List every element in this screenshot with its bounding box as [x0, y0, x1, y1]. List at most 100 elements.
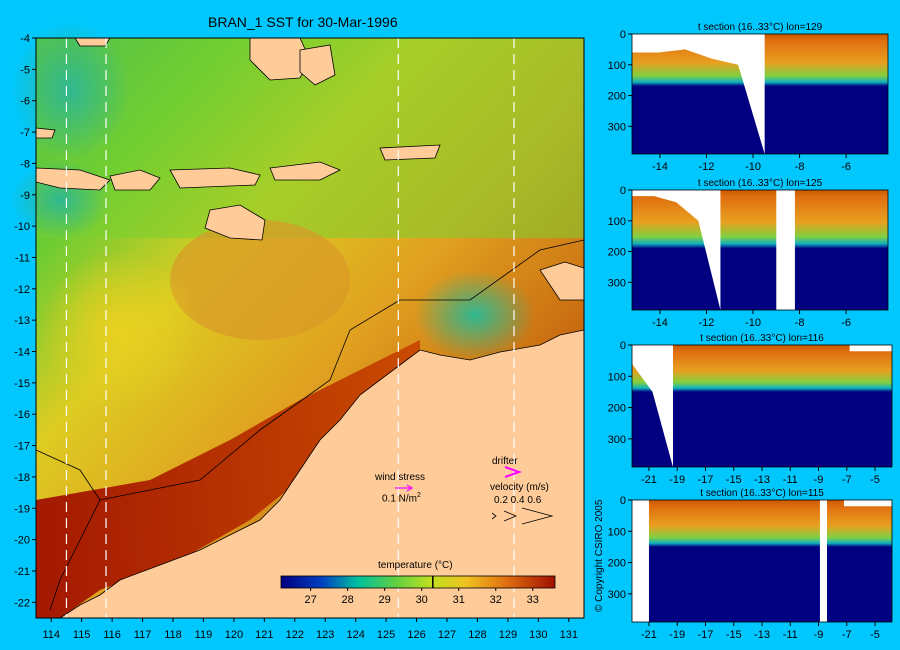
section-x-tick-label: -12 [699, 161, 715, 173]
section-x-tick-label: -8 [795, 161, 805, 173]
isobath-contour [35, 239, 585, 611]
section-land-mask [632, 190, 721, 310]
map-y-tick-label: -17 [14, 441, 30, 453]
section-y-tick-label: 300 [608, 277, 626, 289]
wind-stress-scale: 0.1 N/m2 [382, 492, 421, 505]
section-x-tick-label: -11 [783, 474, 798, 486]
section-x-tick-label: -13 [754, 629, 770, 641]
section-y-tick-label: 200 [608, 403, 626, 415]
drifter-label: drifter [492, 456, 518, 467]
section-land-mask [849, 345, 892, 352]
map-x-tick-label: 127 [438, 629, 456, 641]
section-y-tick-label: 0 [620, 340, 626, 352]
map-y-tick-label: -6 [20, 96, 30, 108]
map-y-tick-label: -4 [20, 33, 30, 45]
map-x-tick-label: 129 [499, 629, 517, 641]
map-y-tick-label: -13 [14, 315, 30, 327]
section-x-tick-label: -12 [699, 317, 715, 329]
section-land-mask [819, 500, 827, 622]
section-y-tick-label: 300 [608, 434, 626, 446]
colorbar-title: temperature (°C) [378, 560, 453, 571]
map-y-tick-label: -11 [15, 252, 30, 264]
map-x-tick-label: 130 [529, 629, 547, 641]
section-field [632, 345, 892, 467]
map-y-tick-label: -16 [14, 409, 30, 421]
map-x-tick-label: 126 [407, 629, 425, 641]
australia-land [58, 329, 585, 619]
map-y-tick-label: -7 [20, 127, 30, 139]
warm-coastal-band [36, 340, 420, 618]
map-x-tick-label: 118 [164, 629, 182, 641]
section-y-tick-label: 200 [608, 558, 626, 570]
wind-stress-arrow [395, 484, 414, 492]
section-x-tick-label: -19 [669, 629, 685, 641]
colorbar: 27 28 29 30 31 32 33 [280, 575, 556, 606]
section-field [632, 500, 892, 622]
wind-stress-label: wind stress [375, 472, 426, 483]
section-lines [65, 38, 515, 618]
velocity-scale: 0.2 0.4 0.6 [494, 495, 542, 506]
section-x-tick-label: -15 [726, 474, 742, 486]
section-y-tick-label: 300 [608, 589, 626, 601]
map-y-tick-label: -21 [14, 566, 30, 578]
section-x-tick-label: -17 [698, 474, 714, 486]
section-x-tick-label: -15 [726, 629, 742, 641]
section-title: t section (16..33°C) lon=129 [698, 22, 823, 33]
map-x-tick-label: 122 [286, 629, 304, 641]
map-y-tick-label: -8 [20, 158, 30, 170]
map-x-tick-label: 125 [377, 629, 395, 641]
drifter-icon [504, 466, 522, 478]
section-y-tick-label: 100 [608, 371, 626, 383]
map-x-tick-label: 123 [316, 629, 334, 641]
section-title: t section (16..33°C) lon=125 [698, 178, 823, 189]
section-x-tick-label: -5 [870, 474, 880, 486]
section-x-tick-label: -14 [652, 317, 668, 329]
section-y-tick-label: 200 [608, 91, 626, 103]
map-x-tick-label: 119 [195, 629, 213, 641]
section-x-tick-label: -8 [795, 317, 805, 329]
section-y-tick-label: 100 [608, 216, 626, 228]
section-y-tick-label: 200 [608, 247, 626, 259]
section-x-tick-label: -7 [842, 629, 852, 641]
sst-map: 114 115 116 117 118 119 120 121 122 123 124 125 126 1… [10, 20, 585, 641]
section-title: t section (16..33°C) lon=115 [700, 488, 824, 499]
section-panel: t section (16..33°C) lon=116 -21 -19 -17 -15… [608, 333, 893, 486]
map-y-tick-label: -20 [14, 535, 30, 547]
map-x-tick-label: 131 [560, 629, 578, 641]
section-y-tick-label: 100 [608, 60, 626, 72]
section-y-tick-label: 0 [620, 495, 626, 507]
section-x-tick-label: -7 [842, 474, 852, 486]
map-x-tick-label: 115 [73, 629, 91, 641]
map-y-tick-label: -5 [20, 64, 30, 76]
map-x-tick-label: 128 [468, 629, 486, 641]
section-title: t section (16..33°C) lon=116 [700, 333, 824, 344]
section-x-tick-label: -19 [669, 474, 685, 486]
map-y-axis: -4 -5 -6 -7 -8 -9 -10 -11 -12 -13 -14 -15 -16 -17 -18 -… [14, 33, 36, 609]
section-field [632, 190, 888, 310]
colorbar-tick-label: 27 [304, 594, 316, 606]
section-x-tick-label: -14 [652, 161, 668, 173]
map-x-tick-label: 114 [42, 629, 60, 641]
section-x-tick-label: -5 [870, 629, 880, 641]
section-x-tick-label: -13 [754, 474, 770, 486]
section-y-tick-label: 0 [620, 185, 626, 197]
map-y-tick-label: -14 [14, 347, 30, 359]
section-y-tick-label: 100 [608, 526, 626, 538]
section-panel: t section (16..33°C) lon=129 -14 -12 -10 -8 -… [608, 22, 889, 173]
section-x-tick-label: -11 [783, 629, 798, 641]
colorbar-tick-label: 32 [490, 594, 502, 606]
section-land-mask [632, 34, 765, 154]
section-x-tick-label: -10 [745, 317, 761, 329]
map-y-tick-label: -10 [14, 221, 30, 233]
section-land-mask [632, 345, 673, 467]
section-land-mask [632, 500, 649, 622]
velocity-arrows [491, 507, 554, 525]
section-x-tick-label: -10 [745, 161, 761, 173]
colorbar-tick-label: 29 [379, 594, 391, 606]
map-x-tick-label: 124 [346, 629, 364, 641]
section-x-tick-label: -17 [698, 629, 714, 641]
timor-island [204, 204, 266, 241]
map-y-tick-label: -9 [20, 190, 30, 202]
colorbar-tick-label: 31 [453, 594, 465, 606]
section-frame [631, 33, 889, 155]
